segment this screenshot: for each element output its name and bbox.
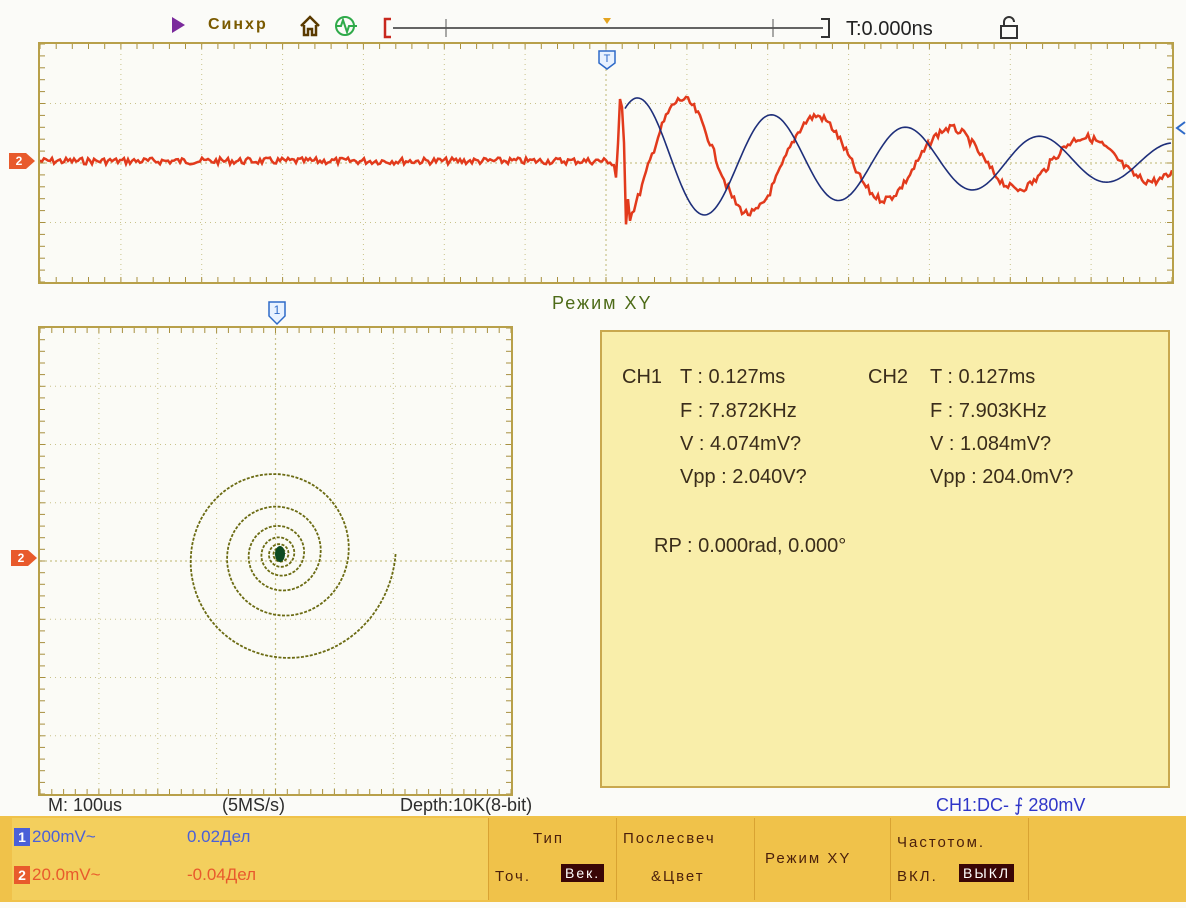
frequency-counter-off[interactable]: ВЫКЛ bbox=[959, 864, 1015, 882]
ch1-badge[interactable]: 1 bbox=[14, 828, 30, 846]
ch1-vpp: Vpp : 2.040V? bbox=[680, 466, 807, 488]
timebase-position-bar[interactable] bbox=[383, 16, 833, 40]
ch2-offset[interactable]: -0.04Дел bbox=[187, 865, 257, 884]
time-offset-readout: T:0.000ns bbox=[846, 18, 933, 40]
softkey-persistence[interactable]: Послесвеч &Цвет bbox=[616, 818, 754, 900]
ch2-marker-label: 2 bbox=[16, 154, 23, 168]
xy-spiral-trace bbox=[189, 473, 397, 659]
trigger-marker-label: T bbox=[604, 53, 611, 65]
softkey-display-type[interactable]: Тип Точ. Век. bbox=[488, 818, 616, 900]
softkey-xy-mode[interactable]: Режим XY bbox=[754, 818, 890, 900]
type-vectors-option[interactable]: Век. bbox=[561, 864, 605, 882]
ch1-offscreen-arrow-icon bbox=[1174, 120, 1186, 141]
frequency-counter-on[interactable]: ВКЛ. bbox=[897, 868, 938, 885]
xy-center-dot bbox=[275, 546, 285, 562]
ch2-xy-level-marker[interactable]: 2 bbox=[10, 549, 38, 572]
ch2-level-marker[interactable]: 2 bbox=[8, 152, 36, 175]
ch2-trace bbox=[40, 95, 1172, 225]
trigger-status-label[interactable]: CH1:DC- ⨍ 280mV bbox=[936, 795, 1086, 815]
persistence-color-label: &Цвет bbox=[651, 868, 705, 885]
trigger-mode-label[interactable]: Синхр bbox=[208, 16, 268, 33]
type-dots-option[interactable]: Точ. bbox=[495, 868, 531, 885]
yt-waveform-window[interactable] bbox=[38, 42, 1174, 284]
xy-plot-window[interactable] bbox=[38, 326, 513, 796]
ch1-trace bbox=[624, 97, 1172, 216]
yt-waveform-svg bbox=[40, 44, 1172, 282]
ch1-marker-label: 1 bbox=[274, 303, 281, 317]
softkey-frequency-counter[interactable]: Частотом. ВКЛ. ВЫКЛ bbox=[890, 818, 1028, 900]
softkey-empty[interactable] bbox=[1028, 818, 1186, 900]
ch2-period: T : 0.127ms bbox=[930, 366, 1036, 388]
ch2-label: CH2 bbox=[868, 366, 909, 388]
xy-mode-softkey-label: Режим XY bbox=[765, 850, 852, 867]
ch2-xy-marker-label: 2 bbox=[18, 551, 25, 565]
xy-plot-svg bbox=[40, 328, 511, 794]
xy-mode-title: Режим XY bbox=[552, 293, 653, 313]
run-triangle-icon[interactable] bbox=[172, 17, 185, 33]
memory-depth-label: Depth:10K(8-bit) bbox=[400, 795, 533, 815]
frequency-counter-label: Частотом. bbox=[897, 834, 986, 851]
ch1-label: CH1 bbox=[622, 366, 663, 388]
ch2-badge[interactable]: 2 bbox=[14, 866, 30, 884]
trigger-source-icon[interactable] bbox=[333, 14, 359, 38]
measurement-panel: CH1 T : 0.127ms F : 7.872KHz V : 4.074mV… bbox=[600, 330, 1170, 788]
persistence-label: Послесвеч bbox=[623, 830, 716, 847]
ch2-vpp: Vpp : 204.0mV? bbox=[930, 466, 1074, 488]
home-icon[interactable] bbox=[298, 14, 322, 38]
ch1-position-marker[interactable]: 1 bbox=[266, 300, 288, 331]
ch2-scale[interactable]: 20.0mV~ bbox=[32, 865, 101, 884]
trigger-position-marker[interactable]: T bbox=[597, 49, 617, 76]
ch2-voltage: V : 1.084mV? bbox=[930, 433, 1052, 455]
ch2-frequency: F : 7.903KHz bbox=[930, 400, 1047, 422]
ch1-period: T : 0.127ms bbox=[680, 366, 786, 388]
ch1-scale[interactable]: 200mV~ bbox=[32, 827, 96, 846]
sample-rate-label: (5MS/s) bbox=[222, 795, 285, 815]
channel-settings-box: 1 200mV~ 0.02Дел 2 20.0mV~ -0.04Дел bbox=[12, 818, 488, 900]
relative-phase: RP : 0.000rad, 0.000° bbox=[654, 535, 847, 557]
status-bar: Синхр T:0.000ns bbox=[0, 0, 1186, 42]
ch1-offset[interactable]: 0.02Дел bbox=[187, 827, 251, 846]
timebase-label[interactable]: M: 100us bbox=[48, 795, 123, 815]
ch1-frequency: F : 7.872KHz bbox=[680, 400, 797, 422]
lock-icon[interactable] bbox=[998, 16, 1020, 40]
type-title: Тип bbox=[533, 830, 565, 847]
ch1-voltage: V : 4.074mV? bbox=[680, 433, 802, 455]
